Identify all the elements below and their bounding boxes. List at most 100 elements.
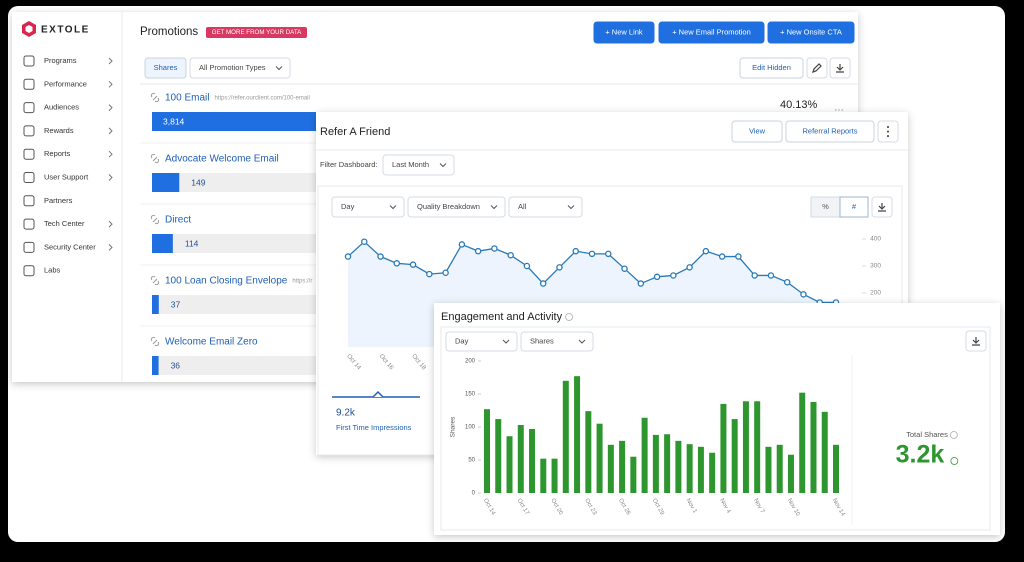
menu-item[interactable]: Tech Center bbox=[44, 219, 85, 228]
y-tick-label: 50 bbox=[468, 458, 475, 464]
menu-item[interactable]: Reports bbox=[44, 149, 71, 158]
menu-item[interactable]: Programs bbox=[44, 56, 77, 65]
toggle-label[interactable]: % bbox=[822, 202, 829, 211]
button-label[interactable]: + New Onsite CTA bbox=[780, 27, 842, 36]
point bbox=[686, 264, 693, 271]
bar bbox=[152, 295, 159, 314]
icon-button[interactable] bbox=[806, 57, 828, 79]
total-value: 3.2k bbox=[896, 441, 945, 469]
more[interactable]: … bbox=[834, 103, 844, 114]
page-title: Promotions bbox=[140, 26, 198, 38]
bar bbox=[596, 423, 603, 493]
bar-label: 37 bbox=[171, 299, 181, 309]
point bbox=[426, 270, 433, 278]
bar bbox=[607, 444, 614, 493]
button[interactable] bbox=[658, 21, 765, 44]
menu-icon bbox=[23, 265, 35, 277]
link-icon bbox=[150, 275, 160, 286]
button[interactable] bbox=[785, 120, 875, 143]
dropdown[interactable] bbox=[445, 331, 518, 352]
menu-icon bbox=[23, 102, 35, 114]
button-label[interactable]: + New Email Promotion bbox=[672, 27, 751, 36]
bar bbox=[484, 409, 490, 493]
button[interactable] bbox=[739, 57, 804, 79]
total-label: Total Shares bbox=[906, 430, 948, 439]
button-label[interactable]: + New Link bbox=[605, 27, 643, 36]
point bbox=[556, 264, 563, 271]
chevron bbox=[108, 150, 113, 158]
point bbox=[523, 262, 531, 270]
promotion-name[interactable]: 100 Loan Closing Envelope bbox=[165, 276, 288, 287]
button[interactable] bbox=[767, 21, 855, 44]
dropdown[interactable] bbox=[331, 196, 405, 218]
point bbox=[377, 253, 384, 260]
promotion-url: https://refer.ourclient.com/100-email bbox=[214, 96, 309, 102]
toggle-label[interactable]: # bbox=[852, 202, 857, 211]
promotion-name[interactable]: 100 Email bbox=[165, 93, 209, 104]
dropdown-label[interactable]: All bbox=[518, 202, 527, 211]
bar bbox=[495, 419, 502, 493]
menu-item[interactable]: Partners bbox=[44, 196, 73, 205]
button-label[interactable]: View bbox=[749, 126, 766, 135]
bar bbox=[731, 419, 738, 493]
point bbox=[572, 247, 579, 255]
dropdown[interactable] bbox=[520, 331, 594, 352]
point bbox=[670, 272, 677, 279]
dropdown[interactable] bbox=[189, 57, 291, 79]
point bbox=[605, 250, 612, 258]
button[interactable] bbox=[593, 21, 655, 44]
point bbox=[409, 261, 417, 268]
button-label[interactable]: Edit Hidden bbox=[752, 63, 791, 72]
menu-item[interactable]: Audiences bbox=[44, 103, 79, 112]
dropdown-label[interactable]: Day bbox=[455, 336, 469, 345]
button[interactable] bbox=[731, 120, 783, 143]
y-tick-label: 150 bbox=[465, 392, 476, 398]
menu-icon bbox=[23, 172, 35, 183]
point bbox=[539, 280, 547, 287]
menu-icon bbox=[23, 55, 35, 67]
bar bbox=[810, 401, 817, 493]
tab[interactable] bbox=[144, 57, 187, 79]
menu-icon bbox=[23, 218, 35, 230]
promotion-name[interactable]: Direct bbox=[165, 215, 191, 226]
metric-value: 9.2k bbox=[336, 408, 356, 419]
menu-item[interactable]: Labs bbox=[44, 266, 61, 275]
dropdown[interactable] bbox=[508, 196, 583, 218]
dropdown-label[interactable]: Last Month bbox=[392, 160, 429, 169]
filter-label: Filter Dashboard: bbox=[320, 160, 378, 169]
dropdown-label[interactable]: Shares bbox=[530, 336, 554, 345]
card bbox=[440, 326, 991, 531]
dropdown-label[interactable]: Quality Breakdown bbox=[417, 202, 480, 211]
point bbox=[783, 278, 791, 286]
bar bbox=[152, 234, 173, 253]
point bbox=[361, 238, 368, 245]
point bbox=[393, 260, 401, 267]
menu-item[interactable]: Performance bbox=[44, 79, 87, 88]
chevron bbox=[490, 205, 498, 210]
toggle[interactable] bbox=[839, 196, 869, 218]
point bbox=[442, 269, 449, 276]
dropdown[interactable] bbox=[382, 154, 455, 176]
dropdown-label[interactable]: Day bbox=[341, 202, 355, 211]
promotion-name[interactable]: Advocate Welcome Email bbox=[165, 154, 279, 165]
button-label[interactable]: Referral Reports bbox=[802, 126, 857, 135]
promotion-name[interactable]: Welcome Email Zero bbox=[165, 337, 258, 348]
bar-label: 36 bbox=[171, 360, 181, 370]
panel-title: Refer A Friend bbox=[320, 126, 390, 138]
link-icon bbox=[150, 214, 160, 225]
bar bbox=[776, 444, 783, 493]
menu-item[interactable]: Rewards bbox=[44, 126, 74, 135]
chevron bbox=[108, 57, 113, 65]
dropdown-label[interactable]: All Promotion Types bbox=[199, 63, 266, 72]
menu-item[interactable]: User Support bbox=[44, 172, 89, 181]
tab-label[interactable]: Shares bbox=[154, 63, 178, 72]
bar bbox=[709, 452, 716, 493]
y-tick-label: 300 bbox=[870, 263, 881, 270]
bar bbox=[529, 428, 536, 493]
bar bbox=[652, 434, 659, 493]
brand: EXTOLE bbox=[41, 25, 90, 36]
dropdown[interactable] bbox=[407, 196, 506, 218]
link-icon bbox=[150, 153, 160, 164]
menu-item[interactable]: Security Center bbox=[44, 242, 96, 251]
menu-icon bbox=[23, 241, 35, 253]
